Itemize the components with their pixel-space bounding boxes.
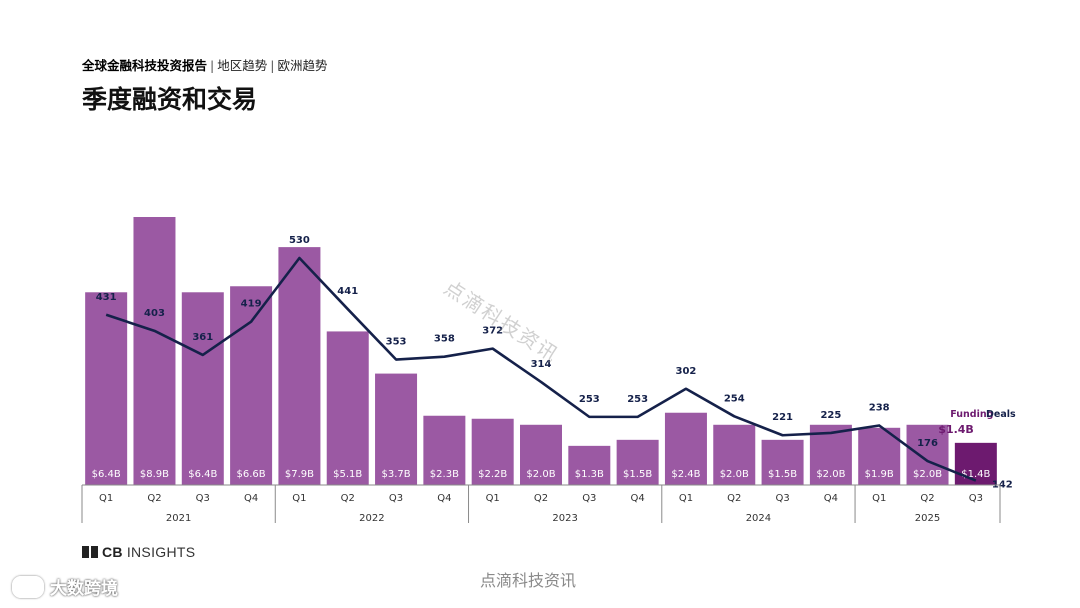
deals-value-label: 238	[869, 402, 890, 413]
funding-bar-label: $8.9B	[140, 469, 169, 480]
funding-bar-label: $2.3B	[430, 469, 459, 480]
quarter-tick-label: Q1	[679, 493, 693, 504]
quarter-tick-label: Q4	[244, 493, 258, 504]
deals-value-label: 441	[337, 286, 358, 297]
brand-suffix: INSIGHTS	[126, 544, 196, 560]
breadcrumb-separator: |	[270, 58, 275, 73]
page-title: 季度融资和交易	[82, 85, 258, 114]
breadcrumb-separator: |	[210, 58, 215, 73]
funding-bar	[713, 424, 756, 485]
funding-bar-label: $6.4B	[188, 469, 217, 480]
funding-bar-label: $1.9B	[865, 469, 894, 480]
cbinsights-logo-icon	[82, 546, 98, 558]
quarter-tick-label: Q2	[727, 493, 741, 504]
funding-bar	[423, 415, 466, 485]
deals-value-label: 253	[627, 394, 648, 405]
deals-value-label: 253	[579, 394, 600, 405]
deals-value-label: 403	[144, 308, 165, 319]
watermark-corner-text: 大数跨境	[50, 579, 118, 599]
deals-value-label: 361	[192, 332, 213, 343]
deals-value-label: 142	[992, 480, 1013, 491]
legend-funding: Funding	[950, 409, 993, 420]
quarter-tick-label: Q3	[196, 493, 210, 504]
breadcrumb-sub: 欧洲趋势	[277, 58, 328, 73]
quarter-tick-label: Q3	[389, 493, 403, 504]
funding-bar-label: $1.5B	[768, 469, 797, 480]
deals-value-label: 419	[241, 299, 262, 310]
quarter-tick-label: Q3	[969, 493, 983, 504]
brand-prefix: CB	[102, 544, 123, 560]
year-tick-label: 2024	[746, 513, 771, 524]
deals-value-label: 353	[386, 337, 407, 348]
deals-value-label: 358	[434, 334, 455, 345]
quarter-tick-label: Q1	[292, 493, 306, 504]
quarter-tick-label: Q4	[631, 493, 645, 504]
quarter-tick-label: Q4	[824, 493, 838, 504]
quarter-tick-label: Q2	[920, 493, 934, 504]
watermark-caption: 点滴科技资讯	[480, 571, 577, 590]
funding-bar-label: $1.5B	[623, 469, 652, 480]
funding-bar	[520, 424, 562, 485]
deals-value-label: 254	[724, 393, 745, 404]
deals-value-label: 530	[289, 235, 310, 246]
funding-bar-label: $2.4B	[671, 469, 700, 480]
cbinsights-logo: CB INSIGHTS	[82, 544, 195, 560]
highlight-funding-label: $1.4B	[938, 423, 974, 436]
year-tick-label: 2021	[166, 513, 191, 524]
deals-value-label: 221	[772, 412, 793, 423]
year-tick-label: 2025	[915, 513, 940, 524]
funding-bar	[664, 412, 707, 485]
deals-value-label: 372	[482, 326, 503, 337]
funding-bar-label: $2.0B	[913, 469, 942, 480]
funding-bar	[761, 439, 804, 485]
breadcrumb-region: 地区趋势	[217, 58, 268, 73]
funding-bar	[230, 286, 273, 485]
quarter-tick-label: Q2	[534, 493, 548, 504]
quarter-tick-label: Q4	[437, 493, 451, 504]
funding-bar	[85, 292, 128, 485]
funding-bar-label: $2.2B	[478, 469, 507, 480]
funding-bar-label: $2.0B	[720, 469, 749, 480]
funding-bar	[471, 418, 514, 485]
breadcrumb: 全球金融科技投资报告 | 地区趋势 | 欧洲趋势	[82, 55, 327, 74]
funding-bar-label: $1.4B	[961, 469, 990, 480]
funding-bar	[278, 247, 321, 485]
quarter-tick-label: Q3	[582, 493, 596, 504]
quarter-tick-label: Q1	[872, 493, 886, 504]
funding-bar-label: $6.6B	[237, 469, 266, 480]
funding-bar	[616, 439, 659, 485]
quarter-tick-label: Q3	[775, 493, 789, 504]
funding-bar-label: $5.1B	[333, 469, 362, 480]
quarter-tick-label: Q2	[147, 493, 161, 504]
funding-bar-label: $2.0B	[816, 469, 845, 480]
funding-bar	[181, 292, 224, 485]
deals-value-label: 225	[820, 410, 841, 421]
funding-bar-label: $3.7B	[381, 469, 410, 480]
funding-bar-label: $6.4B	[92, 469, 121, 480]
funding-bar	[954, 442, 997, 485]
funding-bar	[568, 445, 611, 485]
funding-bar-label: $7.9B	[285, 469, 314, 480]
watermark-corner-icon	[12, 575, 44, 598]
breadcrumb-report: 全球金融科技投资报告	[82, 58, 208, 73]
quarter-tick-label: Q1	[486, 493, 500, 504]
deals-line	[105, 256, 977, 482]
funding-bar	[375, 373, 418, 485]
year-tick-label: 2022	[359, 513, 384, 524]
funding-bar-label: $1.3B	[575, 469, 604, 480]
year-tick-label: 2023	[552, 513, 577, 524]
funding-bar	[326, 331, 369, 485]
funding-bar-label: $2.0B	[526, 469, 555, 480]
deals-value-label: 176	[917, 438, 938, 449]
funding-bar	[133, 217, 176, 485]
quarter-tick-label: Q1	[99, 493, 113, 504]
legend-deals: Deals	[986, 409, 1016, 420]
quarter-tick-label: Q2	[341, 493, 355, 504]
deals-value-label: 314	[531, 359, 552, 370]
deals-value-label: 431	[96, 292, 117, 303]
deals-value-label: 302	[676, 366, 697, 377]
funding-bar	[906, 424, 949, 485]
watermark-corner: 大数跨境	[12, 574, 118, 599]
